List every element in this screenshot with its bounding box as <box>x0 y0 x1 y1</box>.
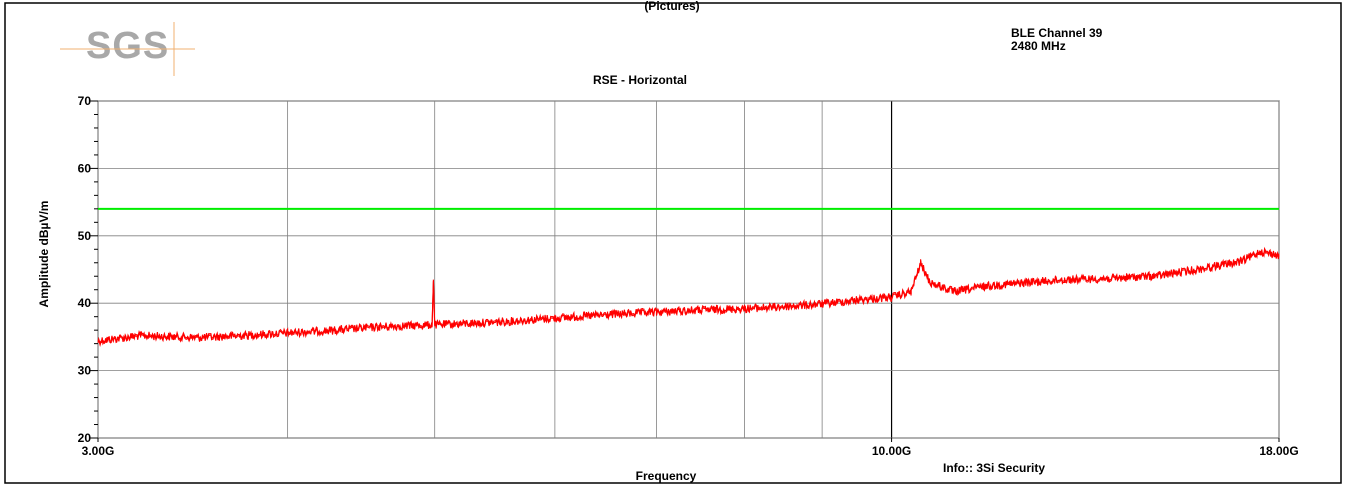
x-tick-label: 10.00G <box>872 444 911 458</box>
y-tick-label: 30 <box>78 364 92 378</box>
y-tick-label: 50 <box>78 229 92 243</box>
x-tick-label: 3.00G <box>82 444 115 458</box>
sgs-logo-text: SGS <box>86 25 169 67</box>
x-axis: 3.00G 10.00G 18.00G <box>82 438 1299 458</box>
x-axis-label: Frequency <box>636 469 697 483</box>
frequency-label: 2480 MHz <box>1011 39 1066 53</box>
sgs-logo: SGS <box>60 22 195 76</box>
y-tick-label: 40 <box>78 296 92 310</box>
y-tick-label: 20 <box>78 431 92 445</box>
y-tick-label: 60 <box>78 161 92 175</box>
info-label: Info:: 3Si Security <box>943 461 1045 475</box>
y-axis-label: Amplitude dBµV/m <box>37 201 51 308</box>
grid <box>97 100 1280 439</box>
chart-title: RSE - Horizontal <box>593 73 687 87</box>
channel-label: BLE Channel 39 <box>1011 26 1103 40</box>
outer-frame <box>4 2 1342 484</box>
x-tick-label: 18.00G <box>1259 444 1298 458</box>
top-text: (Pictures) <box>644 0 699 13</box>
series-layer <box>97 207 1280 347</box>
y-axis: 20 30 40 50 60 70 <box>78 94 98 445</box>
y-tick-label: 70 <box>78 94 92 108</box>
measurement-trace-band <box>97 248 1280 347</box>
